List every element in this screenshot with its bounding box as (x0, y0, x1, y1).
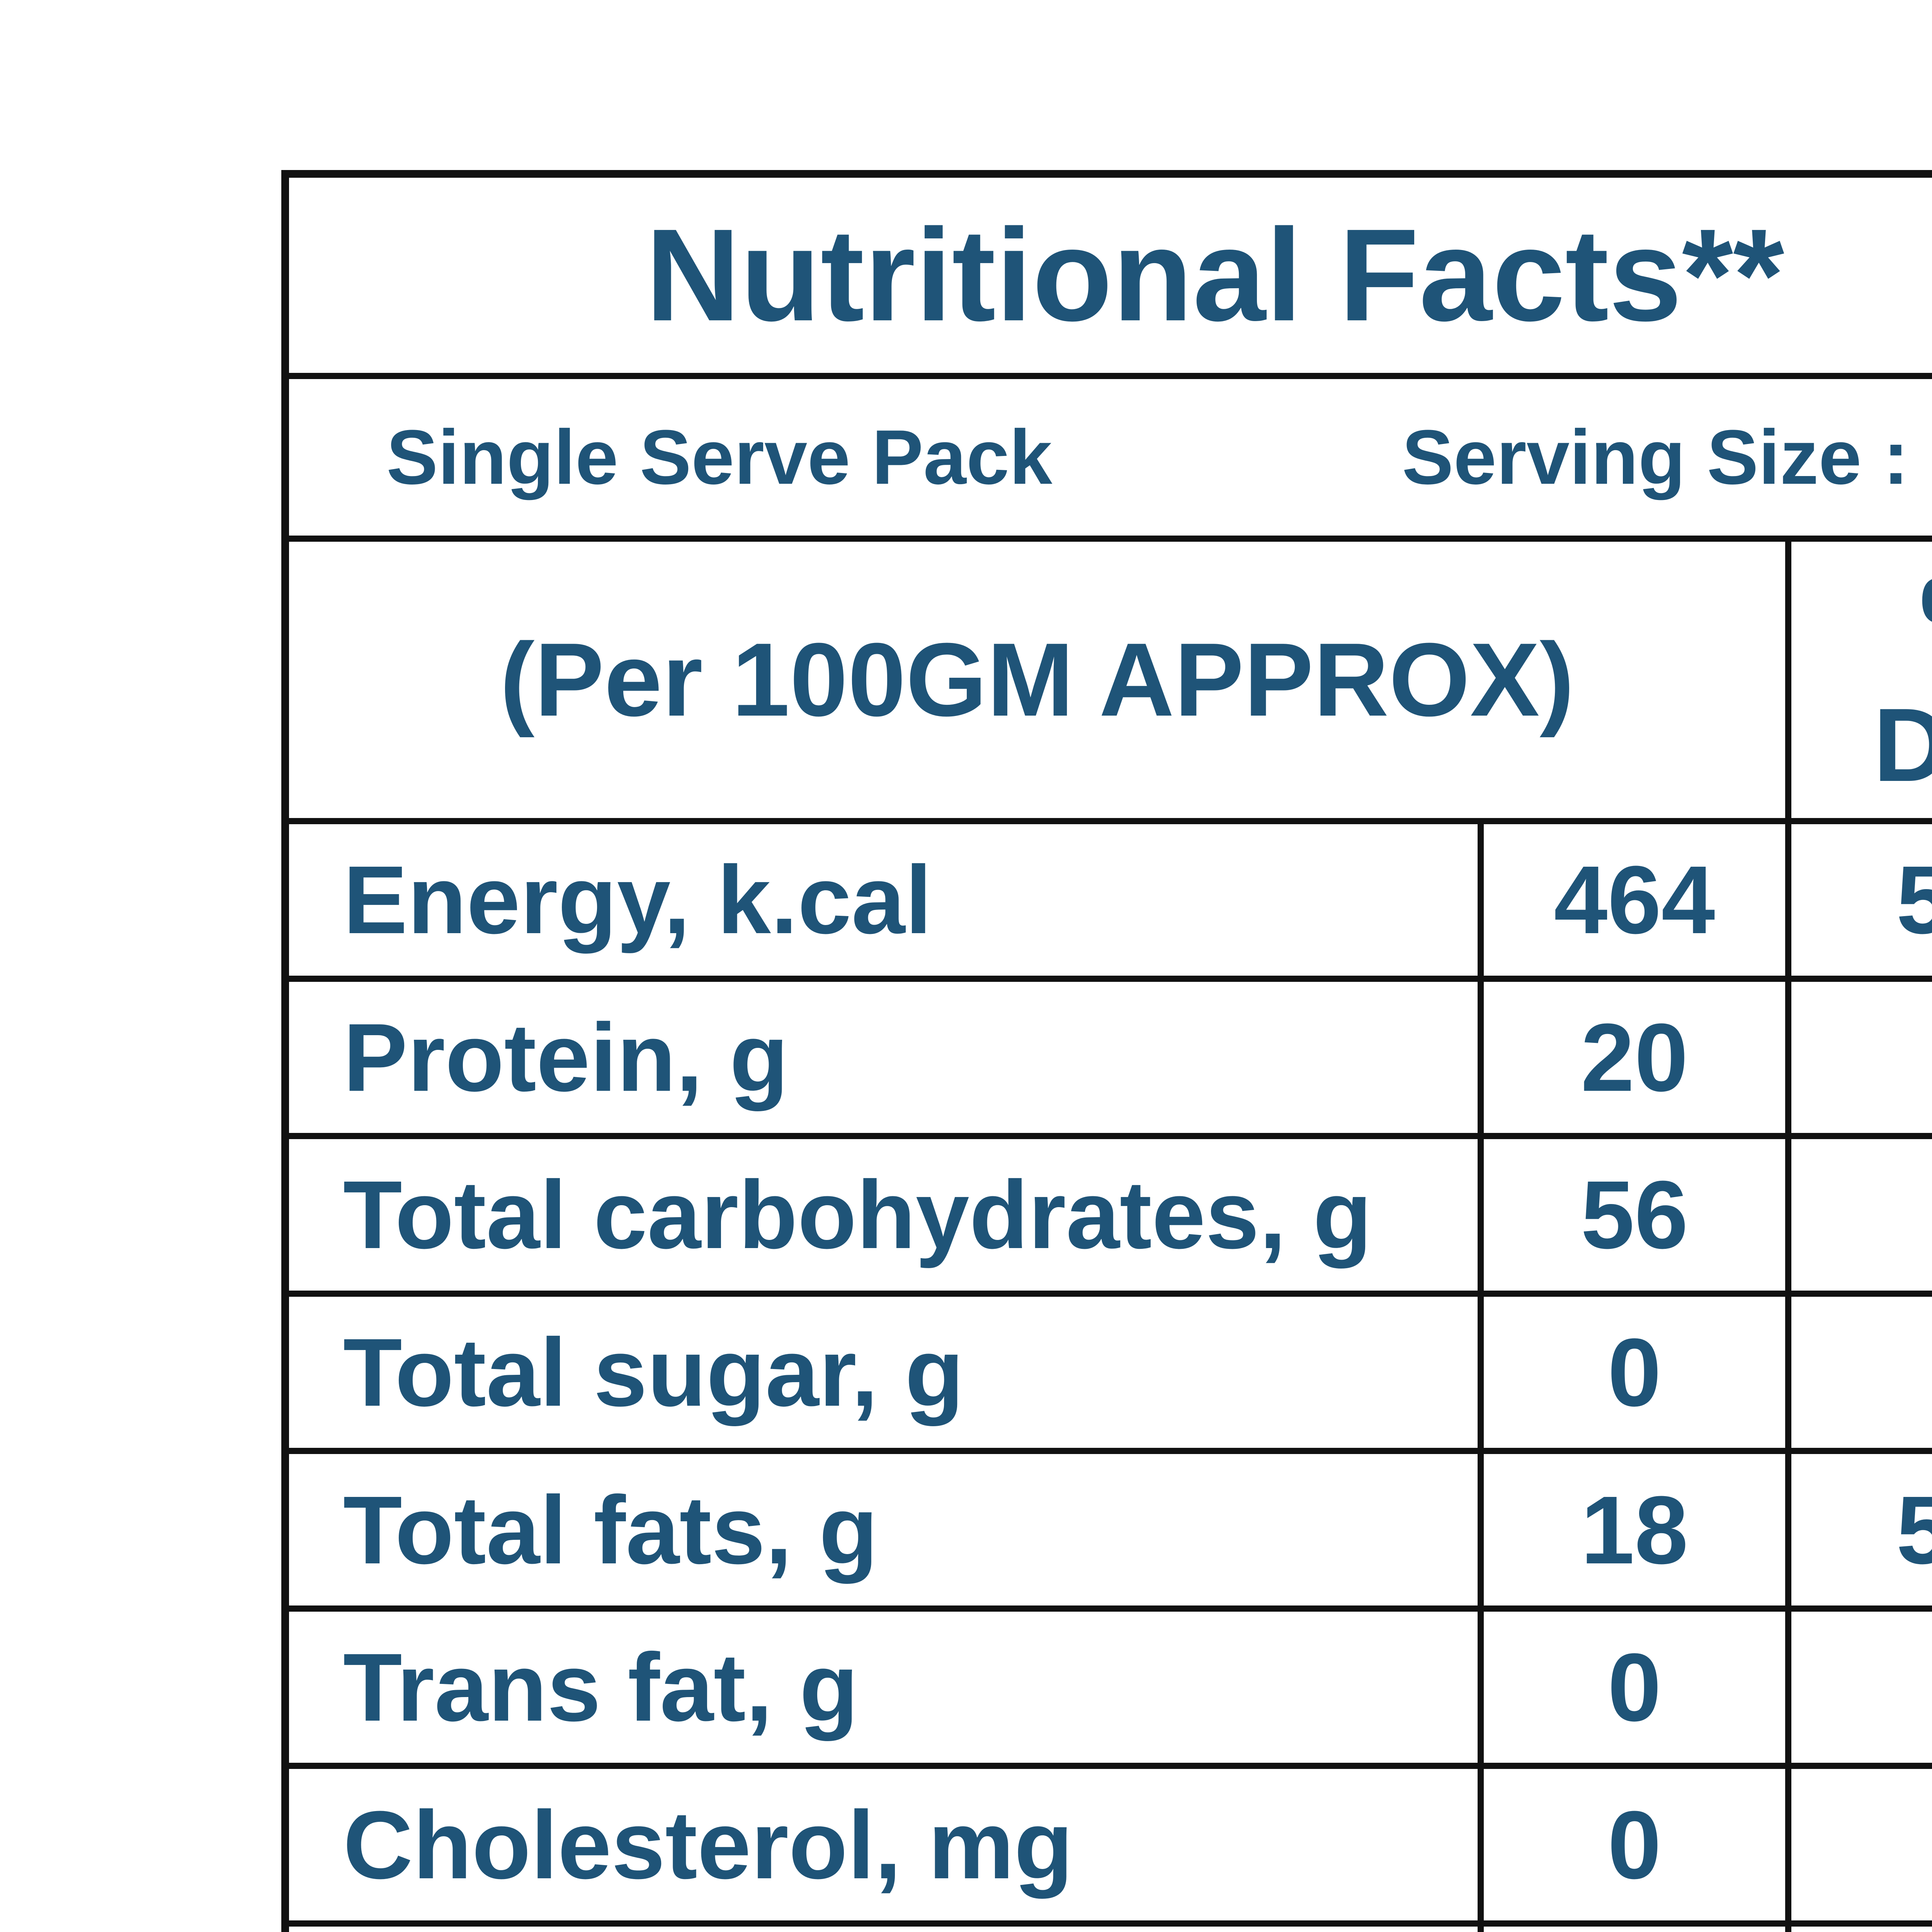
nutrient-label: Trans fat, g (289, 1611, 1484, 1763)
table-row-total-carbohydrates: Total carbohydrates, g 56 - (289, 1133, 1932, 1291)
nutrient-dv-value: - (1785, 981, 1932, 1133)
serving-size-label: Serving Size : 20g (1402, 414, 1932, 500)
table-row-total-sugar: Total sugar, g 0 - (289, 1290, 1932, 1448)
nutrient-value: 20 (1580, 1003, 1689, 1111)
nutrient-dv-value: - (1785, 1611, 1932, 1763)
nutrient-value: 15 (1484, 1927, 1785, 1932)
nutrient-label: Total fats, g (289, 1454, 1484, 1605)
nutrient-label: Protein, g (289, 981, 1484, 1133)
nutrient-label: Total sugar, g (289, 1296, 1484, 1448)
table-row-trans-fat: Trans fat, g 0 - (289, 1605, 1932, 1763)
table-title-row: Nutritional Facts** (289, 178, 1932, 373)
table-row-dietary-fibre: Dietary fibre, g 15 - (289, 1920, 1932, 1932)
per-100gm-header-cell: (Per 100GM APPROX) (289, 542, 1785, 818)
nutrient-label: Dietary fibre, g (289, 1926, 1484, 1932)
nutrient-dv-value: - (1785, 1769, 1932, 1920)
nutrition-facts-table: Nutritional Facts** Single Serve Pack Se… (281, 170, 1932, 1932)
table-row-total-fats: Total fats, g 18 5% (289, 1448, 1932, 1605)
nutrient-dv-value: - (1785, 1296, 1932, 1448)
nutrient-value: 56 (1580, 1161, 1689, 1269)
table-row-energy: Energy, k.cal 464 5% (289, 818, 1932, 976)
table-row-cholesterol: Cholesterol, mg 0 - (289, 1763, 1932, 1920)
nutrient-value: 464 (1554, 846, 1715, 954)
percent-dv-header-line1: % (1920, 549, 1932, 680)
nutrient-value: 0 (1607, 1318, 1662, 1426)
percent-dv-header-line2: DV* (1873, 687, 1932, 803)
nutrient-dv-value: - (1785, 1139, 1932, 1291)
nutrient-dv-value: 5% (1785, 1454, 1932, 1605)
nutrient-value: 18 (1580, 1476, 1689, 1584)
column-header-row: (Per 100GM APPROX) % DV* (289, 536, 1932, 818)
table-title: Nutritional Facts** (645, 202, 1784, 349)
nutrient-dv-value: 5% (1785, 824, 1932, 976)
serving-info-row: Single Serve Pack Serving Size : 20g (289, 373, 1932, 536)
nutrient-dv-value: - (1785, 1926, 1932, 1932)
nutrient-label: Energy, k.cal (289, 824, 1484, 976)
nutrient-value: 0 (1607, 1633, 1662, 1742)
table-row-protein: Protein, g 20 - (289, 975, 1932, 1133)
per-100gm-label: (Per 100GM APPROX) (500, 621, 1575, 738)
nutrient-label: Total carbohydrates, g (289, 1139, 1484, 1291)
nutrient-value: 0 (1607, 1791, 1662, 1899)
nutrient-label: Cholesterol, mg (289, 1769, 1484, 1920)
pack-type-label: Single Serve Pack (386, 414, 1053, 500)
percent-dv-header-cell: % DV* (1785, 542, 1932, 818)
